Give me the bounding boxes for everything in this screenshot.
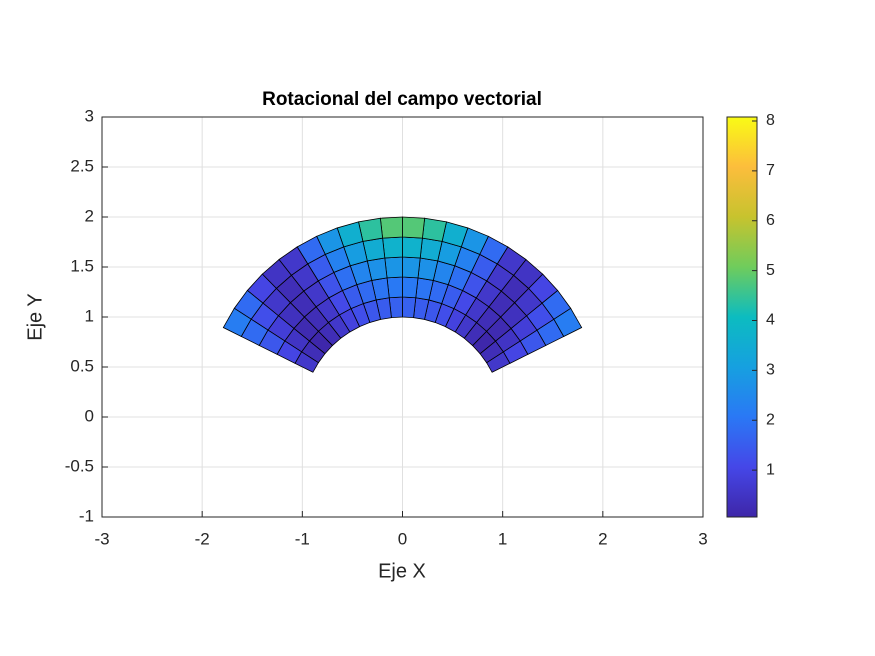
chart-title: Rotacional del campo vectorial bbox=[262, 89, 542, 110]
surface-cell bbox=[402, 236, 423, 259]
x-tick-label: -2 bbox=[195, 529, 210, 548]
y-axis-label: Eje Y bbox=[24, 293, 46, 340]
surface-cell bbox=[402, 296, 417, 319]
x-tick-label: -1 bbox=[295, 529, 310, 548]
y-tick-label: 2 bbox=[85, 206, 94, 225]
x-tick-label: 1 bbox=[498, 529, 507, 548]
surface-cell bbox=[402, 256, 421, 279]
colorbar-tick-label: 1 bbox=[766, 461, 775, 478]
y-tick-label: 0 bbox=[85, 406, 94, 425]
colorbar bbox=[726, 116, 758, 518]
x-tick-label: 3 bbox=[698, 529, 707, 548]
y-tick-label: -1 bbox=[79, 506, 94, 525]
y-tick-label: 1 bbox=[85, 306, 94, 325]
colorbar-tick-label: 2 bbox=[766, 411, 775, 428]
colorbar-tick-label: 7 bbox=[766, 162, 775, 179]
surface-cell bbox=[384, 256, 403, 279]
surface-cell bbox=[421, 217, 447, 242]
surface-cell bbox=[382, 236, 403, 259]
y-tick-label: 3 bbox=[85, 106, 94, 125]
x-tick-label: 0 bbox=[398, 529, 407, 548]
surface-cell bbox=[402, 216, 426, 239]
colorbar-tick-label: 8 bbox=[766, 112, 775, 129]
surface-cell bbox=[386, 276, 403, 299]
surface-cell bbox=[222, 307, 252, 338]
y-tick-label: 1.5 bbox=[70, 256, 94, 275]
colorbar-tick-label: 5 bbox=[766, 262, 775, 279]
y-tick-label: 0.5 bbox=[70, 356, 94, 375]
colorbar-tick-label: 6 bbox=[766, 212, 775, 229]
x-tick-label: 2 bbox=[598, 529, 607, 548]
y-tick-label: 2.5 bbox=[70, 156, 94, 175]
x-axis-label: Eje X bbox=[378, 560, 426, 582]
y-tick-label: -0.5 bbox=[65, 456, 94, 475]
surface-cell bbox=[379, 216, 403, 239]
colorbar-tick-label: 3 bbox=[766, 362, 775, 379]
x-tick-label: -3 bbox=[94, 529, 109, 548]
colorbar-tick-label: 4 bbox=[766, 312, 775, 329]
surface-cell bbox=[402, 276, 419, 299]
surface-cell bbox=[419, 237, 443, 262]
